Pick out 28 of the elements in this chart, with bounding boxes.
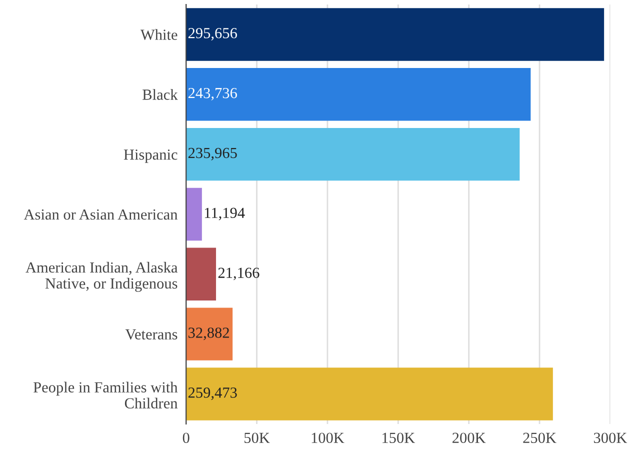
x-tick-label: 300K bbox=[594, 432, 628, 444]
y-tick-label: Black bbox=[142, 89, 178, 100]
y-tick-label: Veterans bbox=[125, 329, 178, 340]
data-label: 11,194 bbox=[204, 208, 245, 220]
x-tick-label: 50K bbox=[244, 432, 270, 444]
data-label: 235,965 bbox=[188, 148, 237, 160]
y-tick-label: Asian or Asian American bbox=[24, 209, 178, 220]
data-label: 243,736 bbox=[188, 88, 237, 100]
data-label: 295,656 bbox=[188, 28, 237, 40]
x-tick-label: 250K bbox=[523, 432, 556, 444]
x-tick-label: 150K bbox=[382, 432, 415, 444]
x-tick-label: 100K bbox=[312, 432, 344, 444]
y-tick-label: People in Families with Children bbox=[34, 382, 178, 408]
bar bbox=[186, 8, 604, 61]
x-tick-label: 0 bbox=[182, 432, 190, 444]
data-label: 32,882 bbox=[188, 328, 229, 340]
bar bbox=[186, 68, 531, 121]
x-tick-label: 200K bbox=[452, 432, 486, 444]
y-tick-label: Hispanic bbox=[124, 149, 178, 163]
bar bbox=[186, 308, 233, 360]
y-tick-label: White bbox=[140, 29, 178, 40]
bar bbox=[186, 368, 553, 420]
bar bbox=[186, 188, 202, 241]
y-tick-label: American Indian, Alaska Native, or Indigenous bbox=[26, 262, 178, 292]
data-label: 259,473 bbox=[188, 388, 237, 400]
data-label: 21,166 bbox=[218, 268, 260, 280]
bar bbox=[186, 248, 216, 301]
bar bbox=[186, 128, 520, 181]
